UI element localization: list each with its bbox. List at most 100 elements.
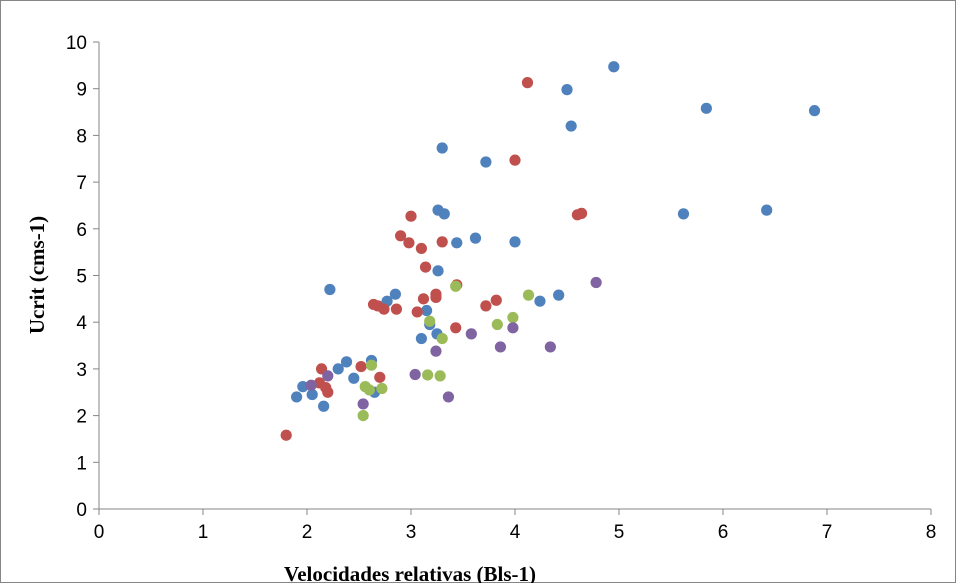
data-point <box>419 261 432 273</box>
data-point <box>469 232 482 244</box>
data-point <box>297 381 309 393</box>
data-point <box>409 368 421 381</box>
data-point <box>291 391 303 403</box>
data-point <box>507 322 519 334</box>
data-point <box>480 300 492 312</box>
x-tick-label: 6 <box>718 522 729 543</box>
data-point <box>436 142 448 154</box>
y-axis-title: Ucrit (cms-1) <box>25 216 49 334</box>
x-tick-label: 1 <box>198 522 209 543</box>
data-point <box>521 77 534 89</box>
data-point <box>390 303 403 315</box>
data-point <box>509 154 521 166</box>
data-point <box>590 276 602 289</box>
data-point <box>365 359 378 371</box>
data-point <box>494 341 507 353</box>
x-tick-label: 4 <box>510 522 521 543</box>
x-tick-label: 2 <box>302 522 313 543</box>
data-points <box>280 61 821 441</box>
data-point <box>363 384 375 396</box>
data-point <box>575 207 588 219</box>
data-point <box>415 332 427 345</box>
data-point <box>438 208 450 220</box>
data-point <box>465 328 477 340</box>
data-point <box>318 400 330 412</box>
data-point <box>357 398 369 410</box>
data-point <box>374 371 386 383</box>
data-point <box>324 283 336 296</box>
y-tick-label: 4 <box>76 313 87 334</box>
y-tick-label: 7 <box>76 173 87 194</box>
data-point <box>421 304 433 317</box>
x-tick-label: 7 <box>822 522 833 543</box>
data-point <box>430 288 442 300</box>
data-point <box>677 208 690 220</box>
data-point <box>450 280 462 292</box>
data-point <box>450 322 462 334</box>
y-tick-label: 0 <box>76 500 87 521</box>
data-point <box>357 410 369 422</box>
y-tick-label: 6 <box>76 220 87 241</box>
data-point <box>340 356 353 368</box>
x-tick-label: 3 <box>406 522 417 543</box>
data-point <box>565 120 577 132</box>
ticks: 0 1 2 3 4 5 6 7 8 0 1 2 3 4 5 6 7 8 9 10 <box>66 33 936 543</box>
data-point <box>355 360 367 373</box>
data-point <box>389 288 401 300</box>
data-point <box>442 391 455 403</box>
data-point <box>305 379 317 391</box>
data-point <box>403 237 415 249</box>
data-point <box>509 236 521 248</box>
y-tick-label: 10 <box>66 33 87 54</box>
x-tick-label: 8 <box>926 522 937 543</box>
data-point <box>700 102 712 114</box>
y-tick-label: 2 <box>76 407 87 428</box>
data-point <box>544 341 556 353</box>
data-point <box>417 293 430 305</box>
data-point <box>434 370 446 382</box>
data-point <box>436 236 448 248</box>
data-point <box>332 363 344 375</box>
data-point <box>534 295 546 307</box>
series-3 <box>357 280 535 422</box>
data-point <box>306 388 318 401</box>
data-point <box>415 242 427 255</box>
data-point <box>436 332 448 345</box>
y-tick-label: 3 <box>76 360 87 381</box>
data-point <box>411 306 423 318</box>
data-point <box>348 372 360 384</box>
data-point <box>395 230 407 242</box>
data-point <box>553 289 565 301</box>
data-point <box>322 370 334 382</box>
data-point <box>808 105 821 117</box>
data-point <box>378 303 390 315</box>
x-tick-label: 0 <box>94 522 105 543</box>
data-point <box>761 204 773 216</box>
data-point <box>422 369 434 381</box>
data-point <box>432 265 444 277</box>
data-point <box>376 382 388 395</box>
series-4 <box>305 276 602 410</box>
data-point <box>451 237 463 249</box>
data-point <box>322 386 334 398</box>
data-point <box>561 84 573 96</box>
y-tick-label: 9 <box>76 80 87 101</box>
data-point <box>491 318 503 331</box>
y-tick-label: 8 <box>76 126 87 147</box>
data-point <box>430 345 442 357</box>
data-point <box>405 210 417 222</box>
data-point <box>424 315 436 327</box>
data-point <box>507 311 519 324</box>
y-tick-label: 5 <box>76 267 87 288</box>
data-point <box>608 61 620 73</box>
x-tick-label: 5 <box>614 522 625 543</box>
data-point <box>480 156 492 168</box>
data-point <box>280 429 292 441</box>
x-axis-title: Velocidades relativas (Bls-1) <box>284 562 536 583</box>
data-point <box>522 289 535 301</box>
data-point <box>490 294 502 306</box>
y-tick-label: 1 <box>76 453 87 474</box>
